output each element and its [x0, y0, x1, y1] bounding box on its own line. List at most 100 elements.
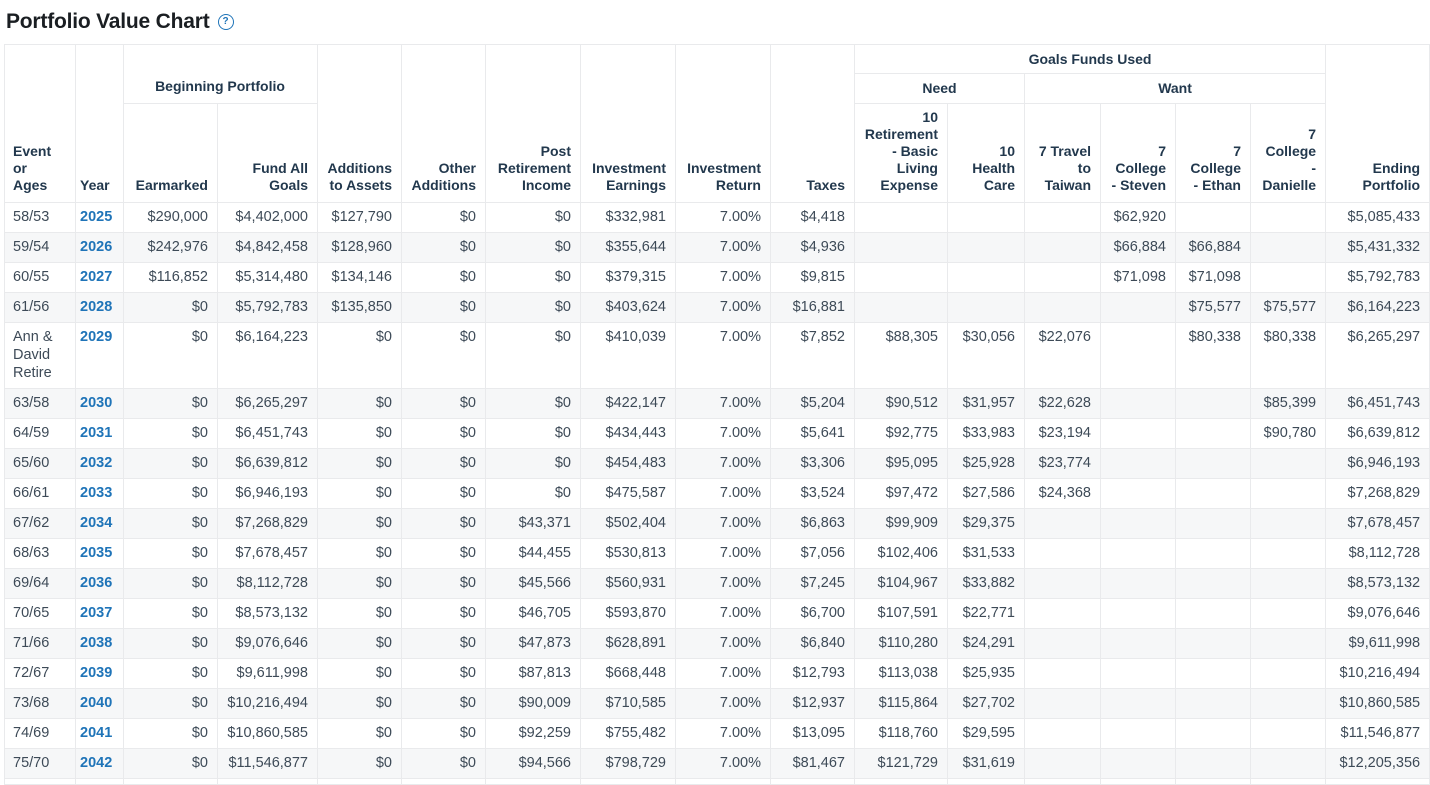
table-body: 58/53 2025 $290,000 $4,402,000 $127,790 $0 $0 $…: [4, 202, 1430, 785]
cell-college-steven: [1100, 538, 1176, 569]
cell-earmarked: $0: [123, 292, 218, 323]
cell-empty: [75, 778, 124, 785]
cell-retirement-basic-living-expense: $107,591: [854, 598, 948, 629]
cell-college-danielle: [1249, 628, 1327, 659]
year-link[interactable]: 2032: [80, 455, 113, 471]
cell-empty: [4, 778, 76, 785]
cell-ending-portfolio: $6,265,297: [1325, 322, 1430, 389]
cell-college-danielle: $90,780: [1249, 418, 1327, 449]
table-row: 69/64 2036 $0 $8,112,728 $0 $0 $45,566 $560,931…: [4, 568, 1430, 599]
cell-additions-to-assets: $0: [317, 658, 402, 689]
cell-retirement-basic-living-expense: $121,729: [854, 748, 948, 779]
cell-health-care: [947, 202, 1025, 233]
cell-year: 2028: [75, 292, 124, 323]
year-link[interactable]: 2040: [80, 695, 113, 711]
cell-other-additions: $0: [401, 508, 486, 539]
year-link[interactable]: 2038: [80, 635, 113, 651]
cell-travel-to-taiwan: $23,194: [1024, 418, 1101, 449]
group-header-goals-funds-used: Goals Funds Used: [853, 44, 1327, 74]
year-link[interactable]: 2027: [80, 269, 113, 285]
cell-earmarked: $0: [123, 718, 218, 749]
cell-taxes: $4,936: [770, 232, 855, 263]
year-link[interactable]: 2042: [80, 755, 113, 771]
cell-other-additions: $0: [401, 418, 486, 449]
year-link[interactable]: 2030: [80, 395, 113, 411]
cell-other-additions: $0: [401, 202, 486, 233]
cell-fund-all-goals: $7,678,457: [217, 538, 318, 569]
cell-college-ethan: [1175, 568, 1251, 599]
year-link[interactable]: 2035: [80, 545, 113, 561]
cell-fund-all-goals: $5,792,783: [217, 292, 318, 323]
cell-college-ethan: $80,338: [1175, 322, 1251, 389]
year-link[interactable]: 2034: [80, 515, 113, 531]
cell-health-care: [947, 262, 1025, 293]
cell-taxes: $4,418: [770, 202, 855, 233]
cell-year: 2035: [75, 538, 124, 569]
cell-health-care: $25,935: [947, 658, 1025, 689]
cell-fund-all-goals: $9,611,998: [217, 658, 318, 689]
cell-empty: [217, 778, 318, 785]
cell-retirement-basic-living-expense: $113,038: [854, 658, 948, 689]
cell-earmarked: $0: [123, 658, 218, 689]
cell-post-retirement-income: $87,813: [485, 658, 581, 689]
cell-year: 2042: [75, 748, 124, 779]
cell-travel-to-taiwan: [1024, 688, 1101, 719]
cell-empty: [1175, 778, 1251, 785]
table-row: 75/70 2042 $0 $11,546,877 $0 $0 $94,566 $798,72…: [4, 748, 1430, 779]
cell-event: 73/68: [4, 688, 76, 719]
col-header-post-retirement-income: Post Retirement Income: [485, 44, 581, 203]
cell-other-additions: $0: [401, 232, 486, 263]
cell-year: 2033: [75, 478, 124, 509]
cell-empty: [123, 778, 218, 785]
cell-travel-to-taiwan: [1024, 598, 1101, 629]
cell-fund-all-goals: $11,546,877: [217, 748, 318, 779]
year-link[interactable]: 2033: [80, 485, 113, 501]
cell-earmarked: $0: [123, 388, 218, 419]
year-link[interactable]: 2036: [80, 575, 113, 591]
cell-health-care: $33,882: [947, 568, 1025, 599]
year-link[interactable]: 2031: [80, 425, 113, 441]
cell-earmarked: $290,000: [123, 202, 218, 233]
year-link[interactable]: 2041: [80, 725, 113, 741]
cell-fund-all-goals: $6,946,193: [217, 478, 318, 509]
cell-college-ethan: [1175, 448, 1251, 479]
cell-college-ethan: [1175, 418, 1251, 449]
year-link[interactable]: 2026: [80, 239, 113, 255]
col-header-taxes: Taxes: [770, 44, 855, 203]
col-header-health-care: 10 Health Care: [947, 103, 1025, 203]
cell-year: 2027: [75, 262, 124, 293]
cell-additions-to-assets: $0: [317, 748, 402, 779]
year-link[interactable]: 2029: [80, 329, 113, 345]
table-row: 73/68 2040 $0 $10,216,494 $0 $0 $90,009 $710,58…: [4, 688, 1430, 719]
cell-ending-portfolio: $6,946,193: [1325, 448, 1430, 479]
cell-event: 68/63: [4, 538, 76, 569]
cell-travel-to-taiwan: [1024, 262, 1101, 293]
cell-health-care: $27,702: [947, 688, 1025, 719]
year-link[interactable]: 2025: [80, 209, 113, 225]
cell-ending-portfolio: $11,546,877: [1325, 718, 1430, 749]
year-link[interactable]: 2037: [80, 605, 113, 621]
help-icon[interactable]: ?: [217, 14, 234, 30]
cell-other-additions: $0: [401, 628, 486, 659]
cell-year: 2037: [75, 598, 124, 629]
col-header-other-additions: Other Additions: [401, 44, 486, 203]
cell-taxes: $16,881: [770, 292, 855, 323]
table-row: 72/67 2039 $0 $9,611,998 $0 $0 $87,813 $668,448…: [4, 658, 1430, 689]
year-link[interactable]: 2028: [80, 299, 113, 315]
cell-ending-portfolio: $9,611,998: [1325, 628, 1430, 659]
cell-post-retirement-income: $47,873: [485, 628, 581, 659]
col-header-additions-to-assets: Additions to Assets: [317, 44, 402, 203]
cell-fund-all-goals: $10,860,585: [217, 718, 318, 749]
cell-health-care: [947, 292, 1025, 323]
cell-earmarked: $0: [123, 478, 218, 509]
cell-post-retirement-income: $90,009: [485, 688, 581, 719]
cell-ending-portfolio: $8,112,728: [1325, 538, 1430, 569]
cell-travel-to-taiwan: [1024, 292, 1101, 323]
cell-event: 69/64: [4, 568, 76, 599]
cell-college-steven: [1100, 688, 1176, 719]
cell-taxes: $13,095: [770, 718, 855, 749]
cell-empty: [401, 778, 486, 785]
year-link[interactable]: 2039: [80, 665, 113, 681]
cell-college-steven: [1100, 718, 1176, 749]
cell-other-additions: $0: [401, 748, 486, 779]
